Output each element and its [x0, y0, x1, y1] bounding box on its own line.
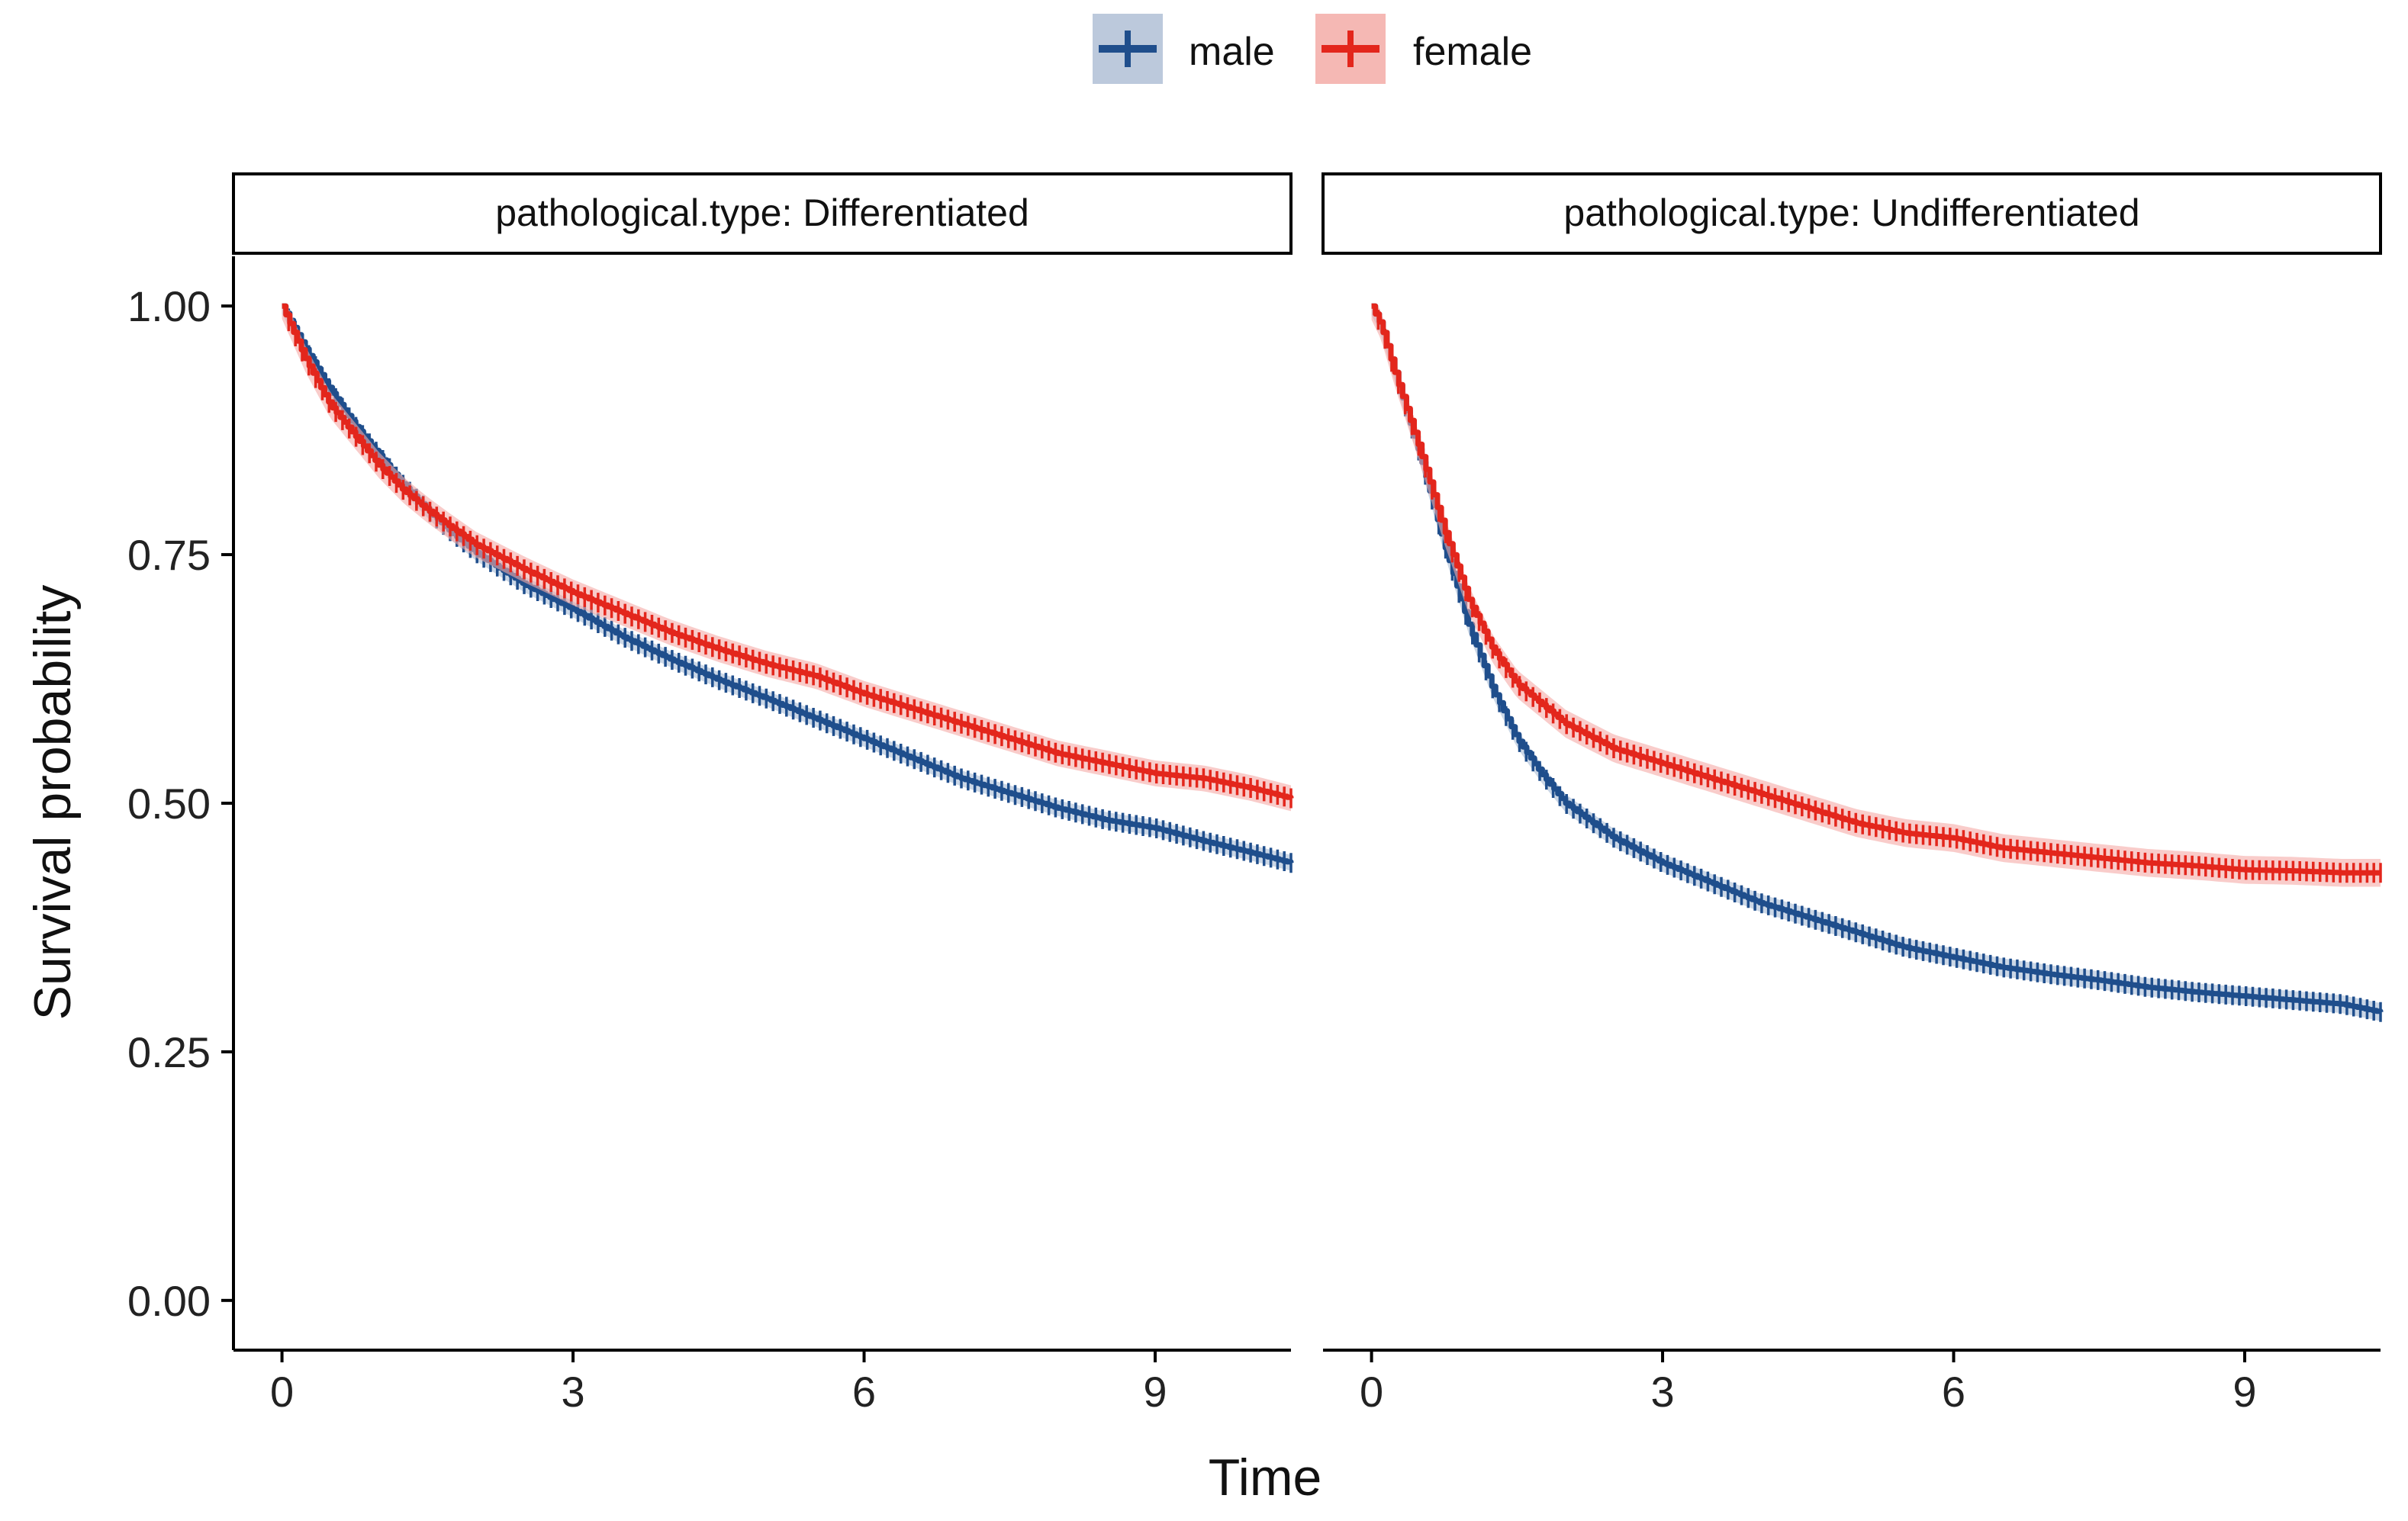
survival-line-male [1371, 303, 2384, 1015]
ci-band-female [1371, 306, 2381, 887]
facet-strip-label: pathological.type: Undifferentiated [1563, 191, 2139, 234]
survival-line-female [1371, 303, 2381, 876]
legend-label-male: male [1189, 30, 1275, 74]
survival-line-female [282, 303, 1294, 800]
censor-ticks-female [1376, 310, 2382, 883]
x-tick-label: 0 [1360, 1368, 1383, 1416]
facet-strip-box [232, 172, 1293, 255]
legend-label-female: female [1413, 30, 1532, 74]
y-axis: 0.00 0.25 0.50 0.75 1.00 [127, 256, 235, 1350]
plot-panel-differentiated [282, 303, 1294, 873]
y-axis-title: Survival probability [24, 585, 82, 1021]
censor-ticks-male [1376, 310, 2382, 1022]
y-tick-label: 0.75 [127, 531, 211, 579]
facet-strip-box [1322, 172, 2382, 255]
x-tick-label: 9 [2233, 1368, 2256, 1416]
legend: male female [1093, 14, 1532, 84]
x-tick-label: 6 [1942, 1368, 1965, 1416]
y-tick-label: 1.00 [127, 282, 211, 330]
y-tick-label: 0.50 [127, 780, 211, 828]
x-tick-label: 0 [270, 1368, 294, 1416]
facet-strip-differentiated: pathological.type: Differentiated [232, 172, 1293, 255]
ci-band-female [282, 306, 1292, 812]
x-axis-undifferentiated: 0 3 6 9 [1323, 1349, 2381, 1416]
ci-band-male [282, 306, 1292, 871]
x-axis-title: Time [1209, 1449, 1322, 1507]
ci-band-male [1371, 306, 2381, 1021]
censor-ticks-female [287, 311, 1293, 809]
facet-strip-label: pathological.type: Differentiated [495, 191, 1029, 234]
plot-panel-undifferentiated [1371, 303, 2384, 1022]
x-tick-label: 3 [561, 1368, 584, 1416]
x-tick-label: 9 [1143, 1368, 1167, 1416]
facet-strip-undifferentiated: pathological.type: Undifferentiated [1322, 172, 2382, 255]
x-axis-differentiated: 0 3 6 9 [233, 1349, 1291, 1416]
x-tick-label: 3 [1650, 1368, 1674, 1416]
x-tick-label: 6 [852, 1368, 876, 1416]
y-tick-label: 0.25 [127, 1028, 211, 1076]
censor-ticks-male [287, 308, 1293, 873]
y-tick-label: 0.00 [127, 1277, 211, 1325]
